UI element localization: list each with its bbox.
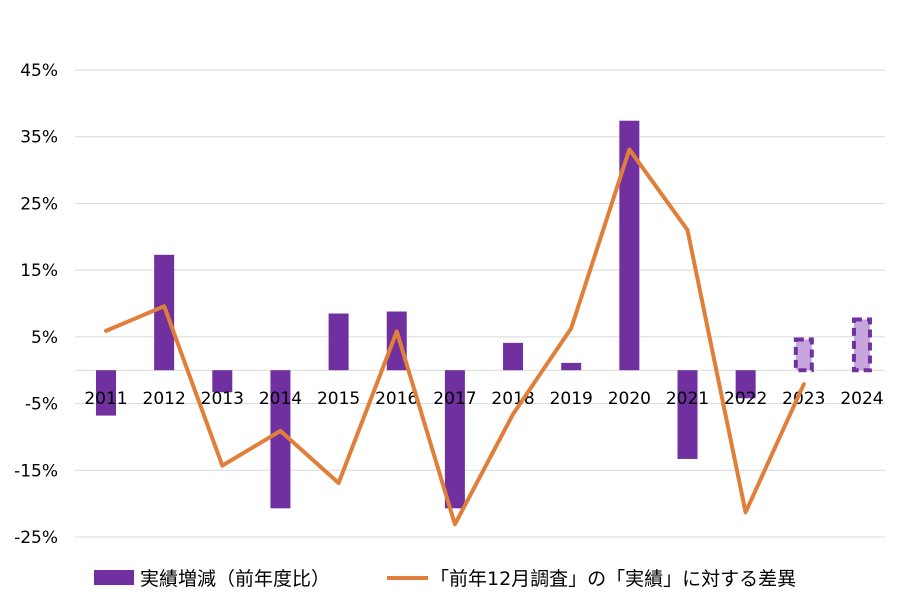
x-tick-label: 2015	[317, 389, 360, 409]
x-tick-label: 2014	[259, 389, 302, 409]
bar-2015	[328, 313, 349, 371]
y-tick-label: -5%	[25, 395, 58, 415]
x-tick-label: 2017	[433, 389, 476, 409]
x-tick-label: 2012	[143, 389, 186, 409]
bar-2017	[444, 370, 465, 509]
y-axis-tick-labels: -25% -15% -5% 5% 15% 25% 35% 45%	[14, 61, 58, 548]
x-tick-label: 2024	[840, 389, 883, 409]
x-tick-label: 2011	[84, 389, 127, 409]
bar-2012	[154, 254, 175, 371]
bar-2023	[793, 337, 814, 373]
y-tick-label: 5%	[31, 328, 58, 348]
bar-2018	[503, 342, 524, 371]
bar-2011	[96, 370, 116, 416]
x-axis-tick-labels: 2011 2012 2013 2014 2015 2016 2017 2018 2019 2020…	[84, 389, 883, 409]
legend-bar-label: 実績増減（前年度比）	[140, 568, 330, 590]
x-tick-label: 2021	[666, 389, 709, 409]
y-tick-label: -25%	[14, 528, 58, 548]
y-tick-label: 25%	[20, 194, 58, 214]
bar-series	[96, 120, 872, 509]
legend-bar-swatch	[94, 570, 134, 585]
bar-2019	[561, 362, 582, 371]
legend: 実績増減（前年度比） 「前年12月調査」の「実績」に対する差異	[94, 568, 796, 590]
bar-2024	[851, 317, 872, 373]
y-tick-label: 45%	[20, 61, 58, 81]
legend-line-label: 「前年12月調査」の「実績」に対する差異	[430, 568, 796, 590]
bar-2020	[619, 120, 640, 371]
x-tick-label: 2023	[782, 389, 825, 409]
bar-2022	[735, 370, 756, 399]
line-series	[104, 147, 806, 527]
x-tick-label: 2016	[375, 389, 418, 409]
y-tick-label: 15%	[20, 261, 58, 281]
x-tick-label: 2013	[201, 389, 244, 409]
x-tick-label: 2018	[491, 389, 534, 409]
x-tick-label: 2019	[550, 389, 593, 409]
x-tick-label: 2022	[724, 389, 767, 409]
x-tick-label: 2020	[608, 389, 651, 409]
bar-2013	[212, 370, 233, 393]
y-tick-label: -15%	[14, 461, 58, 481]
bar-2014	[270, 370, 291, 509]
y-tick-label: 35%	[20, 128, 58, 148]
bar-2021	[677, 370, 698, 459]
gridlines	[75, 69, 885, 538]
bar-2016	[386, 311, 407, 371]
